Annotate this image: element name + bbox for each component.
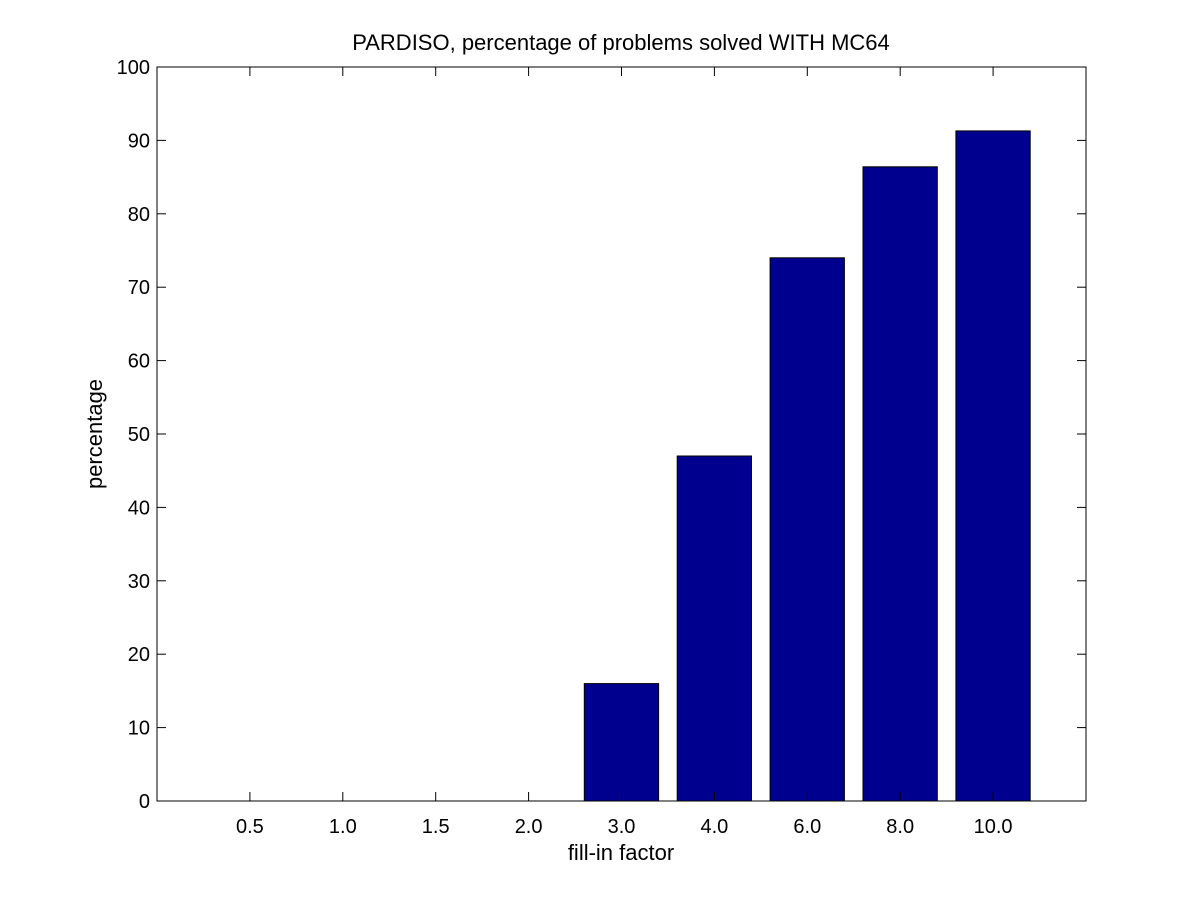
y-tick-label: 100 — [117, 57, 150, 79]
x-tick-label: 1.5 — [422, 816, 450, 838]
bars-group — [583, 130, 1031, 802]
y-tick-label: 60 — [128, 351, 150, 373]
x-tick-label: 0.5 — [236, 816, 264, 838]
y-axis-label: percentage — [82, 379, 107, 489]
bar-3.0 — [583, 683, 660, 802]
x-axis-label: fill-in factor — [568, 840, 674, 865]
axis-ticks-group — [157, 66, 1086, 802]
y-tick-label: 50 — [128, 424, 150, 446]
y-tick-label: 10 — [128, 718, 150, 740]
bar-4.0 — [676, 455, 753, 802]
x-tick-labels-group: 0.5 1.0 1.5 2.0 3.0 4.0 6.0 8.0 10.0 — [236, 816, 1013, 838]
y-tick-label: 90 — [128, 130, 150, 152]
bar-10.0 — [955, 130, 1031, 802]
x-tick-label: 1.0 — [329, 816, 357, 838]
y-tick-label: 80 — [128, 204, 150, 226]
y-tick-label: 30 — [128, 571, 150, 593]
chart-title: PARDISO, percentage of problems solved W… — [352, 30, 890, 55]
x-tick-label: 6.0 — [793, 816, 821, 838]
y-tick-label: 70 — [128, 277, 150, 299]
x-tick-label: 8.0 — [886, 816, 914, 838]
y-tick-label: 20 — [128, 644, 150, 666]
bar-8.0 — [862, 166, 938, 802]
y-tick-label: 0 — [139, 791, 150, 813]
x-tick-label: 3.0 — [608, 816, 636, 838]
x-tick-label: 2.0 — [515, 816, 543, 838]
x-tick-label: 10.0 — [974, 816, 1013, 838]
y-tick-labels-group: 0 10 20 30 40 50 60 70 80 90 100 — [117, 57, 150, 813]
y-tick-label: 40 — [128, 497, 150, 519]
x-tick-label: 4.0 — [700, 816, 728, 838]
bar-6.0 — [769, 257, 845, 802]
